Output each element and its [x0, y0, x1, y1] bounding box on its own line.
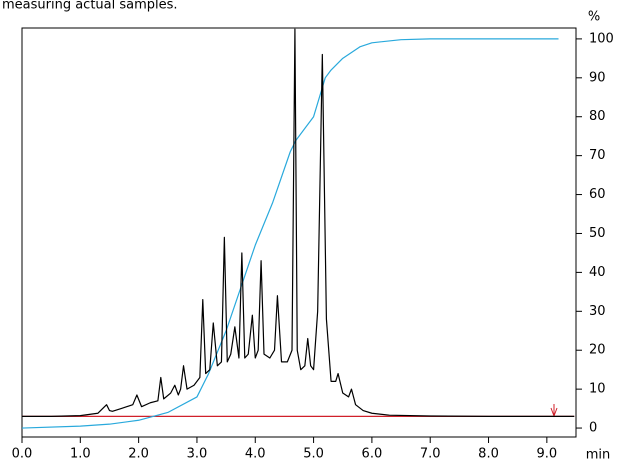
y-tick-label: 90 — [589, 70, 606, 85]
end-marker — [550, 404, 558, 418]
x-tick-label: 4.0 — [245, 447, 266, 462]
x-tick-label: 0.0 — [12, 447, 33, 462]
plot-frame — [21, 27, 577, 438]
y-tick-label: 20 — [589, 343, 606, 358]
line-series — [22, 28, 575, 417]
x-tick-label: 1.0 — [70, 447, 91, 462]
y-axis-label: % — [588, 10, 600, 25]
x-tick-label: 7.0 — [420, 447, 441, 462]
y-tick-label: 30 — [589, 304, 606, 319]
x-tick-label: 2.0 — [128, 447, 149, 462]
line-series — [21, 38, 559, 429]
x-tick-label: 9.0 — [536, 447, 557, 462]
y-tick-label: 0 — [589, 421, 597, 436]
y-tick-label: 60 — [589, 187, 606, 202]
x-tick-label: 6.0 — [362, 447, 383, 462]
y-tick-label: 50 — [589, 226, 606, 241]
x-axis-label: min — [586, 448, 611, 463]
x-tick-label: 8.0 — [478, 447, 499, 462]
y-tick-label: 70 — [589, 148, 606, 163]
y-tick-label: 10 — [589, 382, 606, 397]
x-tick-label: 3.0 — [187, 447, 208, 462]
y-tick-label: 40 — [589, 265, 606, 280]
y-tick-label: 100 — [589, 31, 614, 46]
x-tick-label: 5.0 — [303, 447, 324, 462]
chart-title: measuring actual samples. — [2, 0, 178, 13]
y-tick-label: 80 — [589, 109, 606, 124]
